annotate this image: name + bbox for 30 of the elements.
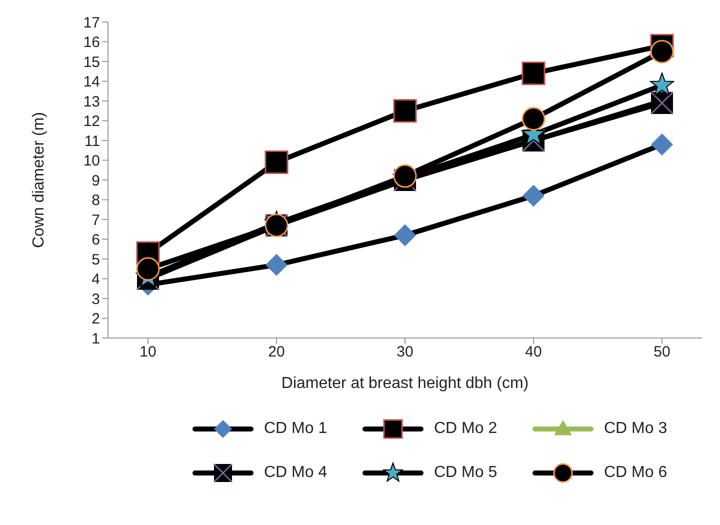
y-tick-label: 10 — [83, 152, 100, 170]
y-axis-title: Cown diameter (m) — [30, 112, 48, 248]
legend-label: CD Mo 2 — [434, 420, 498, 438]
y-tick-label: 4 — [92, 271, 100, 288]
y-tick-label: 2 — [92, 310, 100, 328]
x-axis-title: Diameter at breast height dbh (cm) — [281, 375, 529, 392]
legend-label: CD Mo 4 — [264, 464, 328, 482]
y-tick-label: 16 — [83, 34, 100, 52]
y-tick-label: 14 — [83, 74, 100, 91]
x-tick-label: 40 — [525, 344, 542, 361]
y-tick-label: 6 — [92, 232, 100, 249]
x-tick-label: 30 — [396, 344, 414, 361]
x-tick-label: 10 — [140, 344, 156, 361]
x-tick-label: 50 — [654, 344, 670, 361]
y-tick-label: 9 — [92, 172, 100, 190]
y-tick-label: 8 — [92, 192, 100, 210]
y-tick-label: 17 — [83, 14, 100, 32]
y-tick-label: 1 — [92, 330, 100, 348]
y-tick-label: 7 — [92, 212, 100, 229]
y-tick-label: 5 — [92, 251, 100, 268]
legend-label: CD Mo 5 — [434, 464, 498, 482]
legend-label: CD Mo 3 — [604, 420, 668, 438]
y-tick-label: 15 — [83, 54, 100, 71]
legend-label: CD Mo 1 — [264, 420, 328, 438]
y-tick-label: 11 — [84, 132, 100, 150]
legend-label: CD Mo 6 — [604, 464, 668, 482]
y-tick-label: 13 — [83, 93, 100, 110]
x-tick-label: 20 — [268, 344, 285, 361]
y-tick-label: 12 — [83, 113, 100, 130]
y-tick-label: 3 — [92, 290, 100, 308]
